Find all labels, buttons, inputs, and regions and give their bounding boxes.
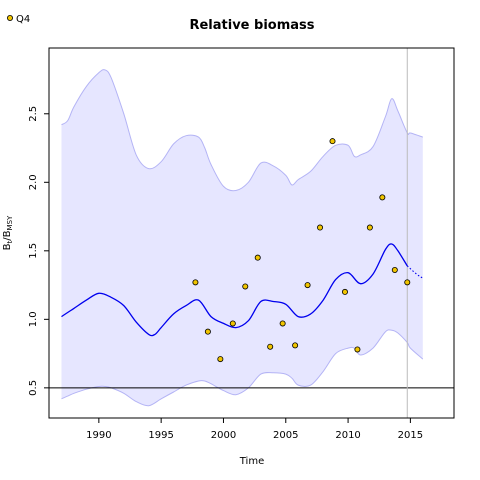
y-tick-label: 2.5	[28, 106, 39, 122]
y-tick-label: 1.0	[28, 311, 39, 327]
data-point	[379, 194, 386, 201]
legend-label-q4: Q4	[16, 14, 30, 25]
data-point	[242, 283, 249, 290]
data-point	[391, 266, 398, 273]
chart-title: Relative biomass	[189, 18, 314, 33]
x-tick-label: 1990	[86, 430, 111, 441]
data-point	[229, 320, 236, 327]
y-tick-label: 2.0	[28, 174, 39, 190]
x-tick-label: 1995	[148, 430, 173, 441]
data-point	[279, 320, 286, 327]
legend: Q4	[7, 14, 30, 25]
confidence-band	[61, 69, 423, 406]
biomass-estimate-line	[61, 243, 408, 337]
legend-marker-q4	[7, 14, 13, 21]
x-axis-label: Time	[239, 456, 264, 467]
y-axis-label-main: B	[2, 243, 13, 250]
data-point	[404, 279, 411, 286]
y-axis-label-slash: /B	[2, 230, 13, 240]
data-point	[329, 138, 336, 145]
x-tick-label: 2000	[211, 430, 236, 441]
confidence-band-upper	[61, 69, 423, 192]
x-tick-label: 2010	[335, 430, 360, 441]
data-point	[254, 254, 261, 261]
x-tick-label: 2015	[398, 430, 423, 441]
data-point	[354, 346, 361, 353]
data-point	[267, 343, 274, 350]
data-point	[366, 224, 373, 231]
x-tick-label: 2005	[273, 430, 298, 441]
data-point	[217, 356, 224, 363]
biomass-forecast-line	[406, 265, 424, 279]
y-tick-label: 1.5	[28, 243, 39, 259]
y-tick-label: 0.5	[28, 380, 39, 396]
y-axis-label-sub2: MSY	[6, 215, 14, 230]
data-point	[192, 279, 199, 286]
y-axis-label-sub1: t	[6, 240, 14, 243]
data-point	[304, 282, 311, 289]
data-point	[341, 288, 348, 295]
plot-frame	[48, 47, 455, 419]
data-point	[317, 224, 324, 231]
data-point	[204, 328, 211, 335]
data-point	[292, 342, 299, 349]
y-axis-label: Bt/BMSY	[2, 215, 14, 250]
